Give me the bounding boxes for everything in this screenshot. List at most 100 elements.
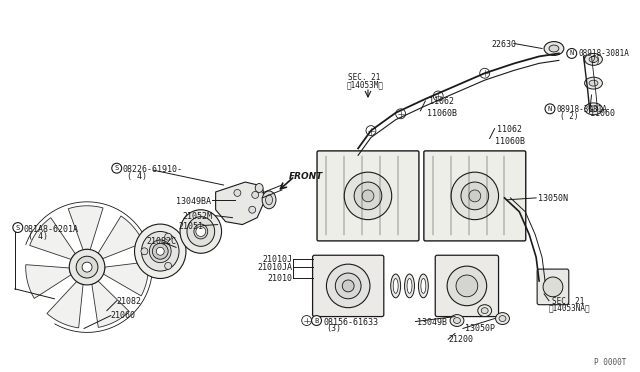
FancyBboxPatch shape: [424, 151, 525, 241]
Ellipse shape: [141, 231, 179, 271]
Circle shape: [456, 275, 478, 297]
Text: 21060: 21060: [111, 311, 136, 320]
Ellipse shape: [584, 103, 602, 115]
Circle shape: [69, 249, 105, 285]
Polygon shape: [104, 262, 148, 296]
Text: 21010J: 21010J: [263, 255, 292, 264]
Circle shape: [545, 104, 555, 114]
Text: ( 4): ( 4): [28, 231, 48, 241]
Ellipse shape: [393, 279, 398, 294]
Circle shape: [141, 248, 148, 255]
Text: 21010: 21010: [268, 274, 292, 283]
Circle shape: [326, 264, 370, 308]
Ellipse shape: [499, 315, 506, 321]
Text: 081A8-6201A: 081A8-6201A: [24, 225, 79, 234]
Circle shape: [344, 172, 392, 219]
Ellipse shape: [187, 217, 214, 246]
Text: 11060: 11060: [589, 109, 614, 118]
Circle shape: [152, 243, 168, 259]
Polygon shape: [47, 282, 83, 328]
Circle shape: [335, 273, 361, 299]
Ellipse shape: [407, 279, 412, 294]
Ellipse shape: [495, 312, 509, 324]
Text: ( 2): ( 2): [582, 57, 600, 65]
Polygon shape: [98, 216, 143, 259]
Ellipse shape: [391, 274, 401, 298]
Text: 13049B: 13049B: [417, 318, 447, 327]
Text: 13050N: 13050N: [538, 194, 568, 203]
Circle shape: [13, 222, 23, 232]
Text: 〈14053M〉: 〈14053M〉: [346, 80, 383, 89]
Circle shape: [543, 277, 563, 297]
Circle shape: [234, 189, 241, 196]
Polygon shape: [216, 182, 265, 225]
Ellipse shape: [180, 210, 221, 253]
Text: 21051: 21051: [178, 222, 203, 231]
Text: 08918-3081A: 08918-3081A: [557, 105, 608, 114]
Circle shape: [461, 182, 489, 210]
Text: 〈14053NA〉: 〈14053NA〉: [549, 304, 591, 313]
Ellipse shape: [584, 77, 602, 89]
Ellipse shape: [544, 42, 564, 55]
Polygon shape: [92, 281, 129, 327]
Circle shape: [433, 91, 443, 101]
Ellipse shape: [478, 305, 492, 317]
Circle shape: [342, 280, 354, 292]
Circle shape: [76, 256, 98, 278]
Ellipse shape: [404, 274, 415, 298]
Text: SEC. 21: SEC. 21: [552, 297, 584, 306]
Ellipse shape: [589, 80, 598, 86]
Text: P 0000T: P 0000T: [593, 358, 626, 367]
Text: 22630: 22630: [492, 39, 516, 49]
Ellipse shape: [419, 274, 428, 298]
Circle shape: [354, 182, 382, 210]
Ellipse shape: [454, 318, 460, 324]
Circle shape: [366, 126, 376, 135]
Text: SEC. 21: SEC. 21: [348, 73, 381, 82]
Ellipse shape: [421, 279, 426, 294]
FancyBboxPatch shape: [312, 255, 384, 317]
Text: 21082: 21082: [116, 297, 141, 306]
Text: 21010JA: 21010JA: [258, 263, 292, 272]
Ellipse shape: [481, 308, 488, 314]
Text: 21200: 21200: [448, 336, 473, 344]
Circle shape: [451, 172, 499, 219]
Text: S: S: [115, 165, 119, 171]
Circle shape: [196, 227, 205, 237]
Text: (3): (3): [326, 324, 341, 333]
Text: S: S: [16, 225, 20, 231]
Circle shape: [252, 192, 259, 198]
Circle shape: [480, 68, 490, 78]
Text: 08918-3081A: 08918-3081A: [579, 49, 630, 58]
Circle shape: [567, 48, 577, 58]
Text: FRONT: FRONT: [289, 172, 323, 181]
Ellipse shape: [589, 57, 598, 62]
Text: 11062: 11062: [497, 125, 522, 134]
Circle shape: [301, 315, 312, 326]
Text: 11060B: 11060B: [428, 109, 458, 118]
Circle shape: [312, 315, 321, 326]
Polygon shape: [29, 218, 76, 259]
Polygon shape: [26, 264, 71, 298]
Circle shape: [362, 190, 374, 202]
Text: 08226-61910-: 08226-61910-: [123, 165, 182, 174]
Text: B: B: [314, 318, 319, 324]
Ellipse shape: [266, 195, 273, 205]
Ellipse shape: [194, 224, 208, 239]
Text: N: N: [570, 51, 574, 57]
Circle shape: [156, 247, 164, 255]
Text: ( 2): ( 2): [560, 112, 579, 121]
FancyBboxPatch shape: [435, 255, 499, 317]
Text: 21052M: 21052M: [182, 212, 212, 221]
Circle shape: [249, 206, 256, 213]
Text: 21082C: 21082C: [147, 237, 177, 246]
Ellipse shape: [134, 224, 186, 279]
Ellipse shape: [262, 191, 276, 209]
Circle shape: [82, 262, 92, 272]
Text: 11062: 11062: [429, 97, 454, 106]
FancyBboxPatch shape: [317, 151, 419, 241]
Ellipse shape: [549, 45, 559, 52]
Circle shape: [469, 190, 481, 202]
Ellipse shape: [450, 315, 464, 327]
Ellipse shape: [149, 240, 171, 263]
